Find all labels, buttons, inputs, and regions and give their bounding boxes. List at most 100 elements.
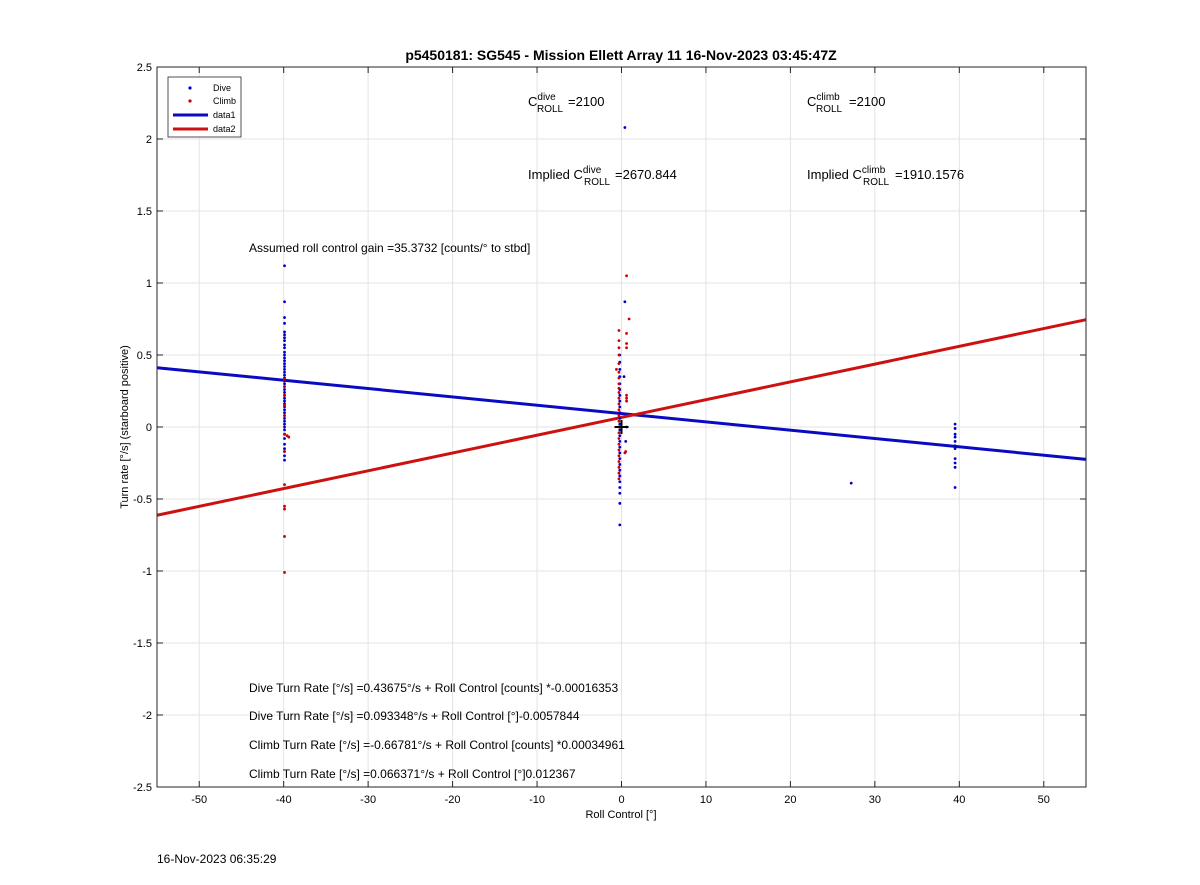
y-tick-label: 2.5	[137, 62, 152, 74]
dive-point	[283, 428, 286, 432]
dive-point	[618, 368, 622, 371]
climb-point	[625, 346, 628, 350]
climb-point	[617, 386, 621, 390]
dive-point	[283, 419, 286, 423]
x-tick-label: 50	[1038, 794, 1050, 806]
dive-point	[618, 440, 622, 443]
x-tick-label: -50	[191, 794, 207, 806]
climb-point	[283, 571, 286, 574]
climb-point	[283, 507, 286, 511]
dive-point	[953, 435, 957, 439]
dive-point	[618, 491, 622, 495]
x-tick-label: 40	[953, 794, 965, 806]
climb-point	[283, 393, 286, 397]
dive-point	[283, 353, 286, 357]
climb-point	[623, 451, 627, 455]
dive-point	[618, 451, 622, 455]
climb-point	[617, 419, 621, 423]
svg-text:Cclimb: Cclimb	[807, 92, 840, 109]
climb-point	[617, 477, 621, 481]
dive-point	[283, 411, 286, 414]
dive-point	[953, 432, 957, 436]
svg-text:ROLL: ROLL	[816, 104, 843, 115]
climb-point	[617, 353, 621, 357]
climb-point	[617, 329, 621, 332]
dive-point	[618, 523, 622, 527]
svg-text:=2100: =2100	[849, 94, 886, 109]
climb-point	[617, 414, 621, 417]
dive-point	[283, 300, 286, 304]
chart-title: p5450181: SG545 - Mission Ellett Array 1…	[405, 47, 837, 63]
climb-point	[625, 342, 628, 345]
dive-point	[283, 330, 286, 334]
dive-point	[283, 356, 286, 360]
dive-point	[283, 368, 286, 371]
fit-line-data2	[156, 318, 1087, 517]
dive-point	[283, 350, 286, 354]
dive-point	[283, 359, 286, 363]
annotation-gain: Assumed roll control gain =35.3732 [coun…	[249, 241, 530, 255]
climb-point	[283, 385, 286, 389]
climb-point	[617, 391, 621, 394]
dive-point	[622, 375, 626, 378]
climb-point	[283, 414, 286, 417]
dive-point	[623, 300, 627, 304]
dive-point	[283, 391, 286, 394]
x-tick-label: -40	[276, 794, 292, 806]
climb-point	[283, 404, 286, 407]
dive-point	[953, 422, 957, 426]
annotation-implied-climb: Implied Cclimb ROLL =1910.1576	[807, 165, 964, 188]
dive-point	[283, 333, 286, 337]
climb-point	[617, 370, 621, 374]
climb-point	[617, 460, 621, 463]
svg-text:Cdive: Cdive	[528, 92, 556, 109]
legend-marker-climb	[188, 99, 192, 103]
dive-point	[953, 486, 957, 489]
dive-point	[283, 458, 286, 462]
climb-point	[617, 431, 621, 435]
climb-point	[283, 483, 286, 486]
svg-text:=1910.1576: =1910.1576	[895, 167, 964, 182]
dive-point	[283, 422, 286, 426]
fit-line-data1	[156, 366, 1087, 461]
x-tick-label: -10	[529, 794, 545, 806]
dive-point	[283, 437, 286, 440]
climb-point	[625, 396, 628, 400]
climb-point	[627, 317, 631, 321]
climb-point	[617, 437, 621, 440]
dive-point	[283, 346, 286, 350]
legend-label-data1: data1	[213, 110, 236, 120]
dive-point	[283, 316, 286, 319]
y-tick-label: 1.5	[137, 206, 152, 218]
dive-point	[618, 411, 622, 414]
climb-point	[617, 454, 621, 458]
legend[interactable]: Dive Climb data1 data2	[167, 76, 242, 138]
dive-point	[623, 126, 627, 129]
x-axis-ticks: -50 -40 -30 -20 -10 0 10 20 30 40 50	[191, 67, 1050, 806]
dive-point	[283, 382, 286, 386]
equation-climb-degrees: Climb Turn Rate [°/s] =0.066371°/s + Rol…	[249, 767, 576, 781]
legend-label-dive: Dive	[213, 83, 231, 93]
dive-point	[618, 486, 622, 489]
climb-point	[617, 471, 621, 475]
svg-text:ROLL: ROLL	[537, 104, 564, 115]
dive-point	[283, 399, 286, 403]
climb-point	[287, 435, 291, 439]
dive-point	[953, 457, 957, 461]
dive-point	[953, 427, 957, 430]
climb-point	[617, 402, 621, 406]
dive-point	[618, 468, 622, 472]
svg-text:ROLL: ROLL	[863, 177, 890, 188]
dive-point	[953, 440, 957, 443]
dive-point	[618, 434, 622, 438]
y-tick-label: 0	[146, 422, 152, 434]
svg-text:ROLL: ROLL	[584, 177, 611, 188]
climb-point	[283, 378, 286, 381]
climb-point	[617, 408, 621, 412]
dive-point	[618, 393, 622, 397]
dive-point	[953, 465, 957, 469]
y-tick-label: -0.5	[133, 494, 152, 506]
dive-point	[283, 425, 286, 429]
x-tick-label: 30	[869, 794, 881, 806]
